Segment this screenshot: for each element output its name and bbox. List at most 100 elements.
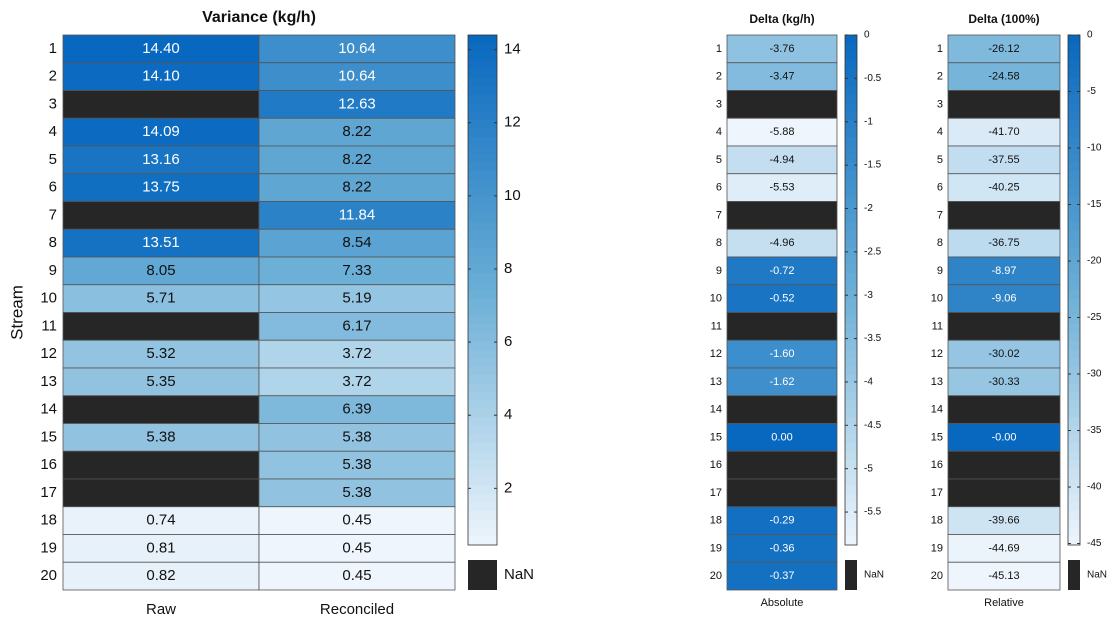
heatmap-cell (726, 256, 838, 286)
colorbar-tick-label: 0 (1087, 30, 1093, 41)
colorbar-band (1068, 154, 1080, 164)
colorbar-band (1068, 341, 1080, 351)
colorbar-band (845, 468, 857, 478)
heatmap-cell (726, 312, 838, 341)
colorbar-band (845, 451, 857, 461)
cell-label: -4.96 (769, 237, 794, 249)
cell-label: -37.55 (988, 154, 1019, 166)
cell-label: 7.33 (342, 262, 371, 279)
cell-label: -26.12 (988, 43, 1019, 55)
cell-label: 8.54 (342, 234, 371, 251)
heatmap-cell (62, 339, 260, 369)
colorbar-band (845, 519, 857, 529)
colorbar-band (845, 256, 857, 266)
row-label: 11 (41, 317, 57, 334)
heatmap-cell (947, 423, 1061, 452)
colorbar-band (468, 409, 497, 419)
row-label: 17 (931, 487, 943, 499)
row-label: 10 (931, 293, 943, 305)
x-tick-label: Reconciled (320, 601, 394, 618)
cell-label: 6.17 (342, 317, 371, 334)
cell-label: -30.33 (988, 376, 1019, 388)
colorbar-frame (467, 34, 498, 546)
heatmap-cell (62, 534, 260, 563)
heatmap-cell (62, 62, 260, 91)
row-label: 11 (932, 320, 943, 332)
colorbar-band (1068, 332, 1080, 342)
colorbar-band (1068, 349, 1080, 359)
nan-label: NaN (504, 566, 534, 583)
row-label: 5 (716, 154, 722, 166)
cell-label: 5.38 (342, 484, 371, 501)
heatmap-cell (258, 284, 456, 313)
colorbar-band (468, 417, 497, 427)
colorbar-band (1068, 468, 1080, 478)
colorbar-band (1068, 111, 1080, 121)
colorbar-band (1068, 145, 1080, 155)
cell-label: -0.36 (769, 542, 794, 554)
colorbar-band (1068, 494, 1080, 504)
colorbar-band (1068, 264, 1080, 274)
heatmap-cell (947, 228, 1061, 258)
colorbar-band (468, 451, 497, 461)
colorbar-band (1068, 451, 1080, 461)
cell-label: 5.38 (342, 456, 371, 473)
colorbar-band (1068, 281, 1080, 291)
heatmap-cell (62, 173, 260, 202)
colorbar-band (1068, 536, 1080, 546)
colorbar-band (845, 120, 857, 130)
heatmap-cell (258, 423, 456, 452)
heatmap-cell (62, 90, 260, 119)
cell-label: 0.45 (342, 539, 371, 556)
colorbar-band (468, 375, 497, 385)
colorbar-band (1068, 434, 1080, 444)
colorbar-band (468, 468, 497, 478)
colorbar-band (468, 103, 497, 113)
colorbar-band (468, 315, 497, 325)
colorbar-band (468, 111, 497, 121)
row-label: 14 (40, 401, 57, 418)
cell-label: -44.69 (988, 542, 1019, 554)
colorbar-band (1068, 392, 1080, 402)
row-label: 1 (716, 43, 722, 55)
colorbar-band (845, 307, 857, 317)
colorbar-band (1068, 35, 1080, 45)
chart-title: Delta (kg/h) (749, 12, 814, 26)
row-label: 8 (716, 237, 722, 249)
chart-title: Variance (kg/h) (202, 9, 316, 26)
colorbar-band (468, 392, 497, 402)
cell-label: -39.66 (988, 515, 1019, 527)
colorbar-band (468, 94, 497, 104)
colorbar-band (1068, 120, 1080, 130)
colorbar-band (845, 485, 857, 495)
colorbar-band (1068, 137, 1080, 147)
colorbar-band (845, 103, 857, 113)
colorbar-band (845, 477, 857, 487)
row-label: 7 (937, 209, 943, 221)
heatmap-cell (62, 367, 260, 397)
row-label: 18 (40, 512, 57, 529)
cell-label: 5.35 (146, 373, 175, 390)
colorbar-band (845, 443, 857, 453)
heatmap-cell (258, 62, 456, 91)
colorbar-band (468, 511, 497, 521)
colorbar-band (845, 375, 857, 385)
colorbar-band (468, 502, 497, 512)
cell-label: -41.70 (988, 126, 1019, 138)
colorbar-band (845, 511, 857, 521)
colorbar-tick-label: 0 (864, 30, 870, 41)
colorbar-band (1068, 519, 1080, 529)
cell-label: 8.05 (146, 262, 175, 279)
colorbar-band (468, 43, 497, 53)
colorbar-band (845, 69, 857, 79)
colorbar-tick-label: -45 (1087, 538, 1102, 549)
cell-label: 8.22 (342, 179, 371, 196)
heatmap-cell (947, 173, 1061, 202)
heatmap-cell (726, 395, 838, 424)
heatmap-cell (947, 62, 1061, 91)
colorbar-band (845, 230, 857, 240)
heatmap-cell (947, 117, 1061, 147)
colorbar-band (468, 35, 497, 45)
colorbar-tick-label: 14 (504, 41, 521, 58)
colorbar-band (845, 332, 857, 342)
